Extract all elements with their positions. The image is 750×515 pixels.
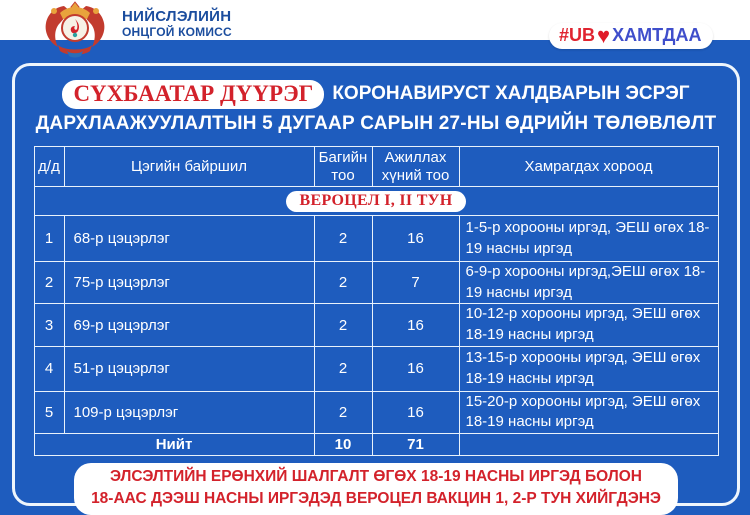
table-row: 1 68-р цэцэрлэг 2 16 1-5-р хорооны иргэд… <box>33 215 719 262</box>
cell-location: 75-р цэцэрлэг <box>63 260 315 305</box>
footer-note-badge: ЭЛСЭЛТИЙН ЕРӨНХИЙ ШАЛГАЛТ ӨГӨХ 18-19 НАС… <box>74 463 678 515</box>
cell-staff: 16 <box>371 303 460 347</box>
cell-teams: 2 <box>313 215 373 262</box>
cell-no: 4 <box>33 345 65 392</box>
cell-location: 68-р цэцэрлэг <box>63 215 315 262</box>
cell-staff: 7 <box>371 260 460 305</box>
table-row: 2 75-р цэцэрлэг 2 7 6-9-р хорооны иргэд,… <box>33 260 719 305</box>
col-header-khoroos: Хамрагдах хороод <box>458 146 719 187</box>
main-panel: СҮХБААТАР ДҮҮРЭГ КОРОНАВИРУСТ ХАЛДВАРЫН … <box>12 63 740 515</box>
table-row: 4 51-р цэцэрлэг 2 16 13-15-р хорооны ирг… <box>33 345 719 392</box>
cell-no: 1 <box>33 215 65 262</box>
footer-note-line1: ЭЛСЭЛТИЙН ЕРӨНХИЙ ШАЛГАЛТ ӨГӨХ 18-19 НАС… <box>110 468 642 486</box>
cell-location: 69-р цэцэрлэг <box>63 303 315 347</box>
cell-khoroos: 15-20-р хорооны иргэд, ЭЕШ өгөх 18-19 на… <box>458 390 719 435</box>
cell-teams: 2 <box>313 303 373 347</box>
section-cell: ВЕРОЦЕЛ I, II ТУН <box>33 186 719 216</box>
col-header-no: д/д <box>33 146 65 187</box>
org-name-line1: НИЙСЛЭЛИЙН <box>122 8 232 25</box>
table-row: 5 109-р цэцэрлэг 2 16 15-20-р хорооны ир… <box>33 390 719 435</box>
title-line1-text: КОРОНАВИРУСТ ХАЛДВАРЫН ЭСРЭГ <box>332 83 690 104</box>
table-header-row: д/д Цэгийн байршил Багийн тоо Ажиллах хү… <box>33 146 719 187</box>
cell-khoroos: 13-15-р хорооны иргэд, ЭЕШ өгөх 18-19 на… <box>458 345 719 392</box>
table-row: 3 69-р цэцэрлэг 2 16 10-12-р хорооны ирг… <box>33 303 719 347</box>
col-header-teams: Багийн тоо <box>313 146 373 187</box>
cell-teams: 2 <box>313 260 373 305</box>
cell-teams: 2 <box>313 390 373 435</box>
heart-icon: ♥ <box>597 22 611 48</box>
cell-location: 109-р цэцэрлэг <box>63 390 315 435</box>
section-badge: ВЕРОЦЕЛ I, II ТУН <box>285 190 467 212</box>
hashtag-prefix: #UB <box>559 25 596 45</box>
col-header-location: Цэгийн байршил <box>63 146 315 187</box>
total-row: Нийт 10 71 <box>33 433 719 457</box>
cell-khoroos: 6-9-р хорооны иргэд,ЭЕШ өгөх 18-19 насны… <box>458 260 719 305</box>
title-line2: ДАРХЛААЖУУЛАЛТЫН 5 ДУГААР САРЫН 27-НЫ ӨД… <box>35 113 717 134</box>
hashtag-suffix: ХАМТДАА <box>612 25 702 45</box>
cell-no: 5 <box>33 390 65 435</box>
cell-staff: 16 <box>371 345 460 392</box>
page-title: СҮХБААТАР ДҮҮРЭГ КОРОНАВИРУСТ ХАЛДВАРЫН … <box>15 79 737 135</box>
cell-no: 2 <box>33 260 65 305</box>
org-name-line2: ОНЦГОЙ КОМИСС <box>122 24 232 39</box>
org-name: НИЙСЛЭЛИЙН ОНЦГОЙ КОМИСС <box>122 8 232 39</box>
vaccination-plan-table: д/д Цэгийн байршил Багийн тоо Ажиллах хү… <box>33 146 719 457</box>
cell-teams: 2 <box>313 345 373 392</box>
district-badge: СҮХБААТАР ДҮҮРЭГ <box>62 79 325 109</box>
cell-no: 3 <box>33 303 65 347</box>
col-header-staff: Ажиллах хүний тоо <box>371 146 460 187</box>
city-emblem-logo <box>45 1 105 58</box>
section-row: ВЕРОЦЕЛ I, II ТУН <box>33 186 719 216</box>
total-label: Нийт <box>33 433 315 457</box>
total-teams: 10 <box>313 433 373 457</box>
cell-staff: 16 <box>371 215 460 262</box>
cell-staff: 16 <box>371 390 460 435</box>
total-khoroos-empty <box>458 433 719 457</box>
cell-khoroos: 10-12-р хорооны иргэд, ЭЕШ өгөх 18-19 на… <box>458 303 719 347</box>
hashtag-badge: #UB ♥ ХАМТДАА <box>549 22 714 49</box>
title-line1: СҮХБААТАР ДҮҮРЭГ КОРОНАВИРУСТ ХАЛДВАРЫН … <box>15 79 737 109</box>
cell-location: 51-р цэцэрлэг <box>63 345 315 392</box>
total-staff: 71 <box>371 433 460 457</box>
cell-khoroos: 1-5-р хорооны иргэд, ЭЕШ өгөх 18-19 насн… <box>458 215 719 262</box>
footer-note-line2: 18-ААС ДЭЭШ НАСНЫ ИРГЭДЭД ВЕРОЦЕЛ ВАКЦИН… <box>91 490 661 508</box>
